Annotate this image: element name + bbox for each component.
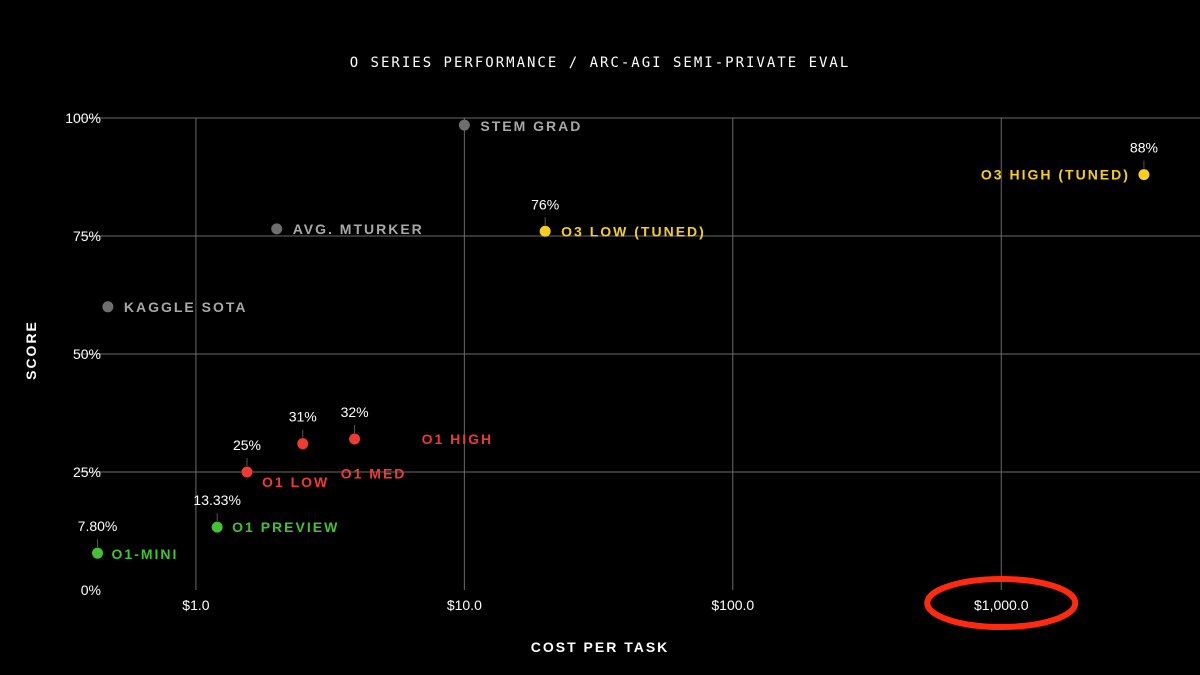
data-points bbox=[92, 119, 1150, 559]
point-label-o1-med: O1 MED bbox=[341, 466, 407, 482]
y-tick-label: 50% bbox=[73, 346, 101, 362]
x-tick-label: $1,000.0 bbox=[974, 597, 1029, 613]
point-label-o1-high: O1 HIGH bbox=[422, 431, 494, 447]
value-label-o1-med: 31% bbox=[289, 409, 317, 425]
value-label-o3-high-tuned: 88% bbox=[1130, 140, 1158, 156]
value-label-o1-mini: 7.80% bbox=[78, 518, 118, 534]
point-label-o1-low: O1 LOW bbox=[262, 474, 329, 490]
y-tick-label: 25% bbox=[73, 464, 101, 480]
point-o1-low bbox=[241, 466, 253, 478]
point-label-stem-grad: STEM GRAD bbox=[480, 118, 582, 134]
point-o1-high bbox=[349, 433, 361, 445]
point-o1-med bbox=[297, 438, 309, 450]
point-label-o1-preview: O1 PREVIEW bbox=[232, 519, 339, 535]
point-o1-preview bbox=[211, 521, 223, 533]
point-stem-grad bbox=[458, 119, 470, 131]
point-avg-mturker bbox=[271, 223, 283, 235]
x-tick-label: $100.0 bbox=[711, 597, 754, 613]
y-tick-label: 75% bbox=[73, 228, 101, 244]
grid bbox=[80, 117, 1200, 590]
point-label-avg-mturker: AVG. MTURKER bbox=[293, 221, 424, 237]
annotations: 7.80% O1-MINI 13.33% O1 PREVIEW 25% O1 LOW 31%… bbox=[78, 118, 1158, 630]
point-o3-low-tuned bbox=[539, 225, 551, 237]
x-axis-title: COST PER TASK bbox=[531, 639, 670, 655]
chart-title: O SERIES PERFORMANCE / ARC-AGI SEMI-PRIV… bbox=[350, 55, 851, 71]
value-label-o1-low: 25% bbox=[233, 437, 261, 453]
highlight-ellipse bbox=[924, 576, 1079, 630]
value-label-o3-low-tuned: 76% bbox=[531, 196, 559, 212]
point-label-o1-mini: O1-MINI bbox=[112, 546, 179, 562]
point-o3-high-tuned bbox=[1138, 169, 1150, 181]
x-tick-label: $10.0 bbox=[447, 597, 482, 613]
y-tick-label: 100% bbox=[65, 110, 101, 126]
point-label-kaggle-sota: KAGGLE SOTA bbox=[124, 299, 248, 315]
point-label-o3-high-tuned: O3 HIGH (TUNED) bbox=[981, 167, 1130, 183]
y-tick-label: 0% bbox=[81, 582, 101, 598]
point-kaggle-sota bbox=[102, 301, 114, 313]
point-o1-mini bbox=[92, 547, 104, 559]
value-label-o1-high: 32% bbox=[341, 404, 369, 420]
y-axis-title: SCORE bbox=[23, 320, 39, 380]
x-tick-label: $1.0 bbox=[182, 597, 209, 613]
point-label-o3-low-tuned: O3 LOW (TUNED) bbox=[561, 223, 706, 239]
tick-labels: 0% 25% 50% 75% 100% $1.0 $10.0 $100.0 $1,000.0 bbox=[65, 110, 1029, 613]
value-label-o1-preview: 13.33% bbox=[193, 492, 240, 508]
